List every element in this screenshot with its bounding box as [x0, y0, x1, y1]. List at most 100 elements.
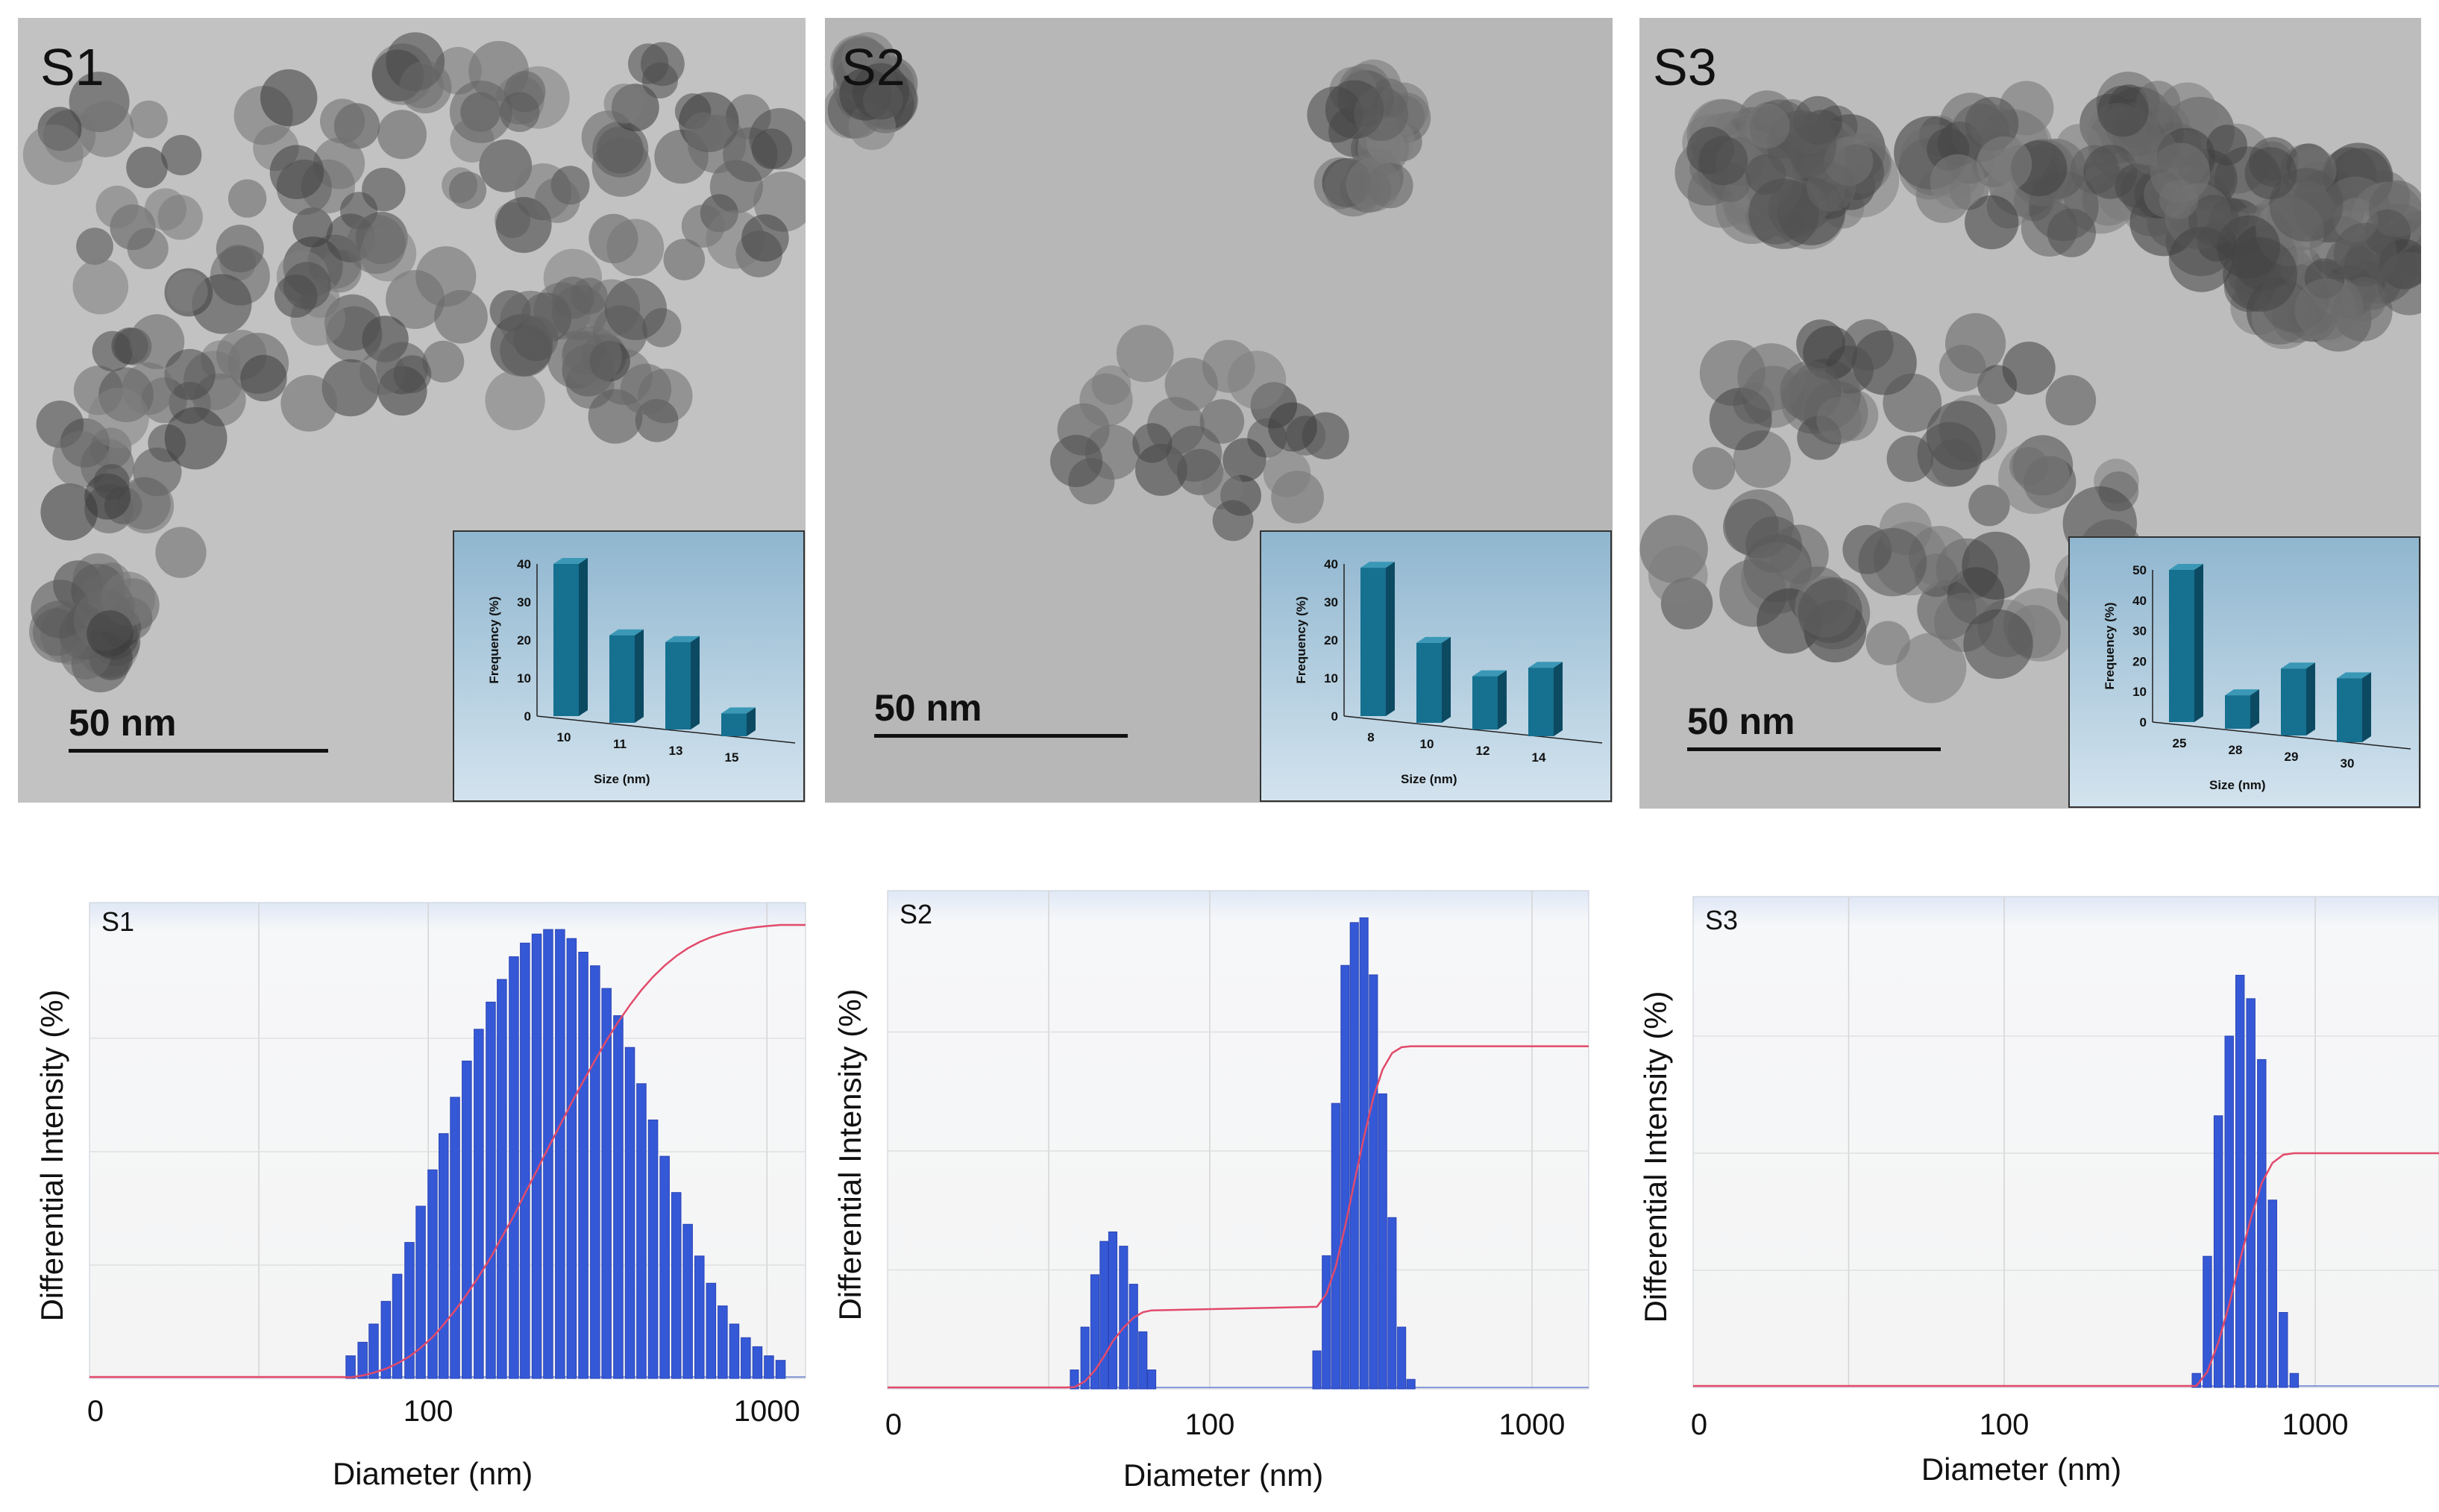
nanoparticle: [92, 330, 133, 371]
tem-micrograph-s1: S1 50 nm 0 10 20 30 40 Frequency (%) 10 11 13 15 Siz…: [18, 18, 814, 803]
histogram-x-label: Size (nm): [2209, 778, 2266, 792]
tem-panel-s3: S3 50 nm 0 10 20 30 40 50 Frequency (%) 25 28 29 30 S…: [1639, 18, 2439, 809]
nanoparticle: [1939, 345, 1986, 392]
histogram-bar-top: [721, 707, 756, 714]
histogram-x-tick: 11: [613, 737, 627, 751]
tem-panel-s2: S2 50 nm 0 10 20 30 40 Frequency (%) 8 10 12 14 Size…: [823, 18, 1613, 803]
nanoparticle: [1930, 154, 1986, 210]
nanoparticle: [2333, 222, 2398, 287]
dls-panel-s1: S1 0 100 1000 Diameter (nm) Differential Inte…: [22, 888, 813, 1508]
intensity-bar: [1340, 964, 1350, 1390]
histogram-y-tick: 40: [2132, 594, 2147, 608]
nanoparticle: [663, 239, 706, 280]
nanoparticle: [1963, 609, 2033, 680]
nanoparticle: [1268, 402, 1317, 452]
nanoparticle: [2097, 85, 2149, 137]
nanoparticle: [1965, 195, 2019, 250]
histogram-x-label: Size (nm): [1401, 772, 1457, 786]
histogram-bar: [665, 641, 691, 730]
nanoparticle: [1917, 421, 1983, 487]
intensity-bar: [613, 1015, 624, 1379]
intensity-bar: [1331, 1102, 1340, 1390]
nanoparticle: [853, 63, 909, 120]
intensity-bar: [531, 933, 542, 1379]
intensity-bar: [450, 1097, 460, 1379]
histogram-bar-side: [2250, 689, 2259, 729]
nanoparticle: [95, 185, 139, 229]
histogram-bar-side: [1442, 636, 1451, 723]
intensity-bar: [1119, 1246, 1129, 1390]
nanoparticle: [167, 271, 208, 312]
intensity-bar: [1312, 1350, 1322, 1390]
dls-x-label: Diameter (nm): [333, 1456, 533, 1491]
nanoparticle: [155, 527, 207, 578]
nanoparticle: [292, 207, 333, 248]
histogram-y-tick: 0: [1331, 709, 1338, 724]
inset-frame: [2068, 536, 2420, 808]
nanoparticle: [126, 146, 168, 189]
dls-x-tick: 100: [404, 1395, 453, 1428]
intensity-bar: [1378, 1093, 1387, 1390]
nanoparticle: [499, 92, 540, 132]
intensity-bar: [694, 1255, 705, 1379]
histogram-y-tick: 20: [2132, 654, 2147, 668]
nanoparticle: [1724, 489, 1794, 559]
histogram-x-tick: 8: [1367, 730, 1374, 744]
histogram-x-tick: 12: [1476, 744, 1490, 758]
histogram-y-tick: 10: [1324, 671, 1338, 686]
dls-panel-label: S2: [900, 899, 932, 929]
histogram-bar-top: [2169, 564, 2203, 570]
nanoparticle: [641, 62, 679, 98]
histogram-y-tick: 50: [2132, 563, 2147, 577]
nanoparticle: [1796, 319, 1845, 368]
intensity-bar: [1369, 974, 1378, 1390]
nanoparticle: [1227, 351, 1287, 410]
dls-x-tick: 100: [1980, 1408, 2030, 1441]
histogram-bar-side: [747, 707, 756, 736]
intensity-bar: [1147, 1370, 1157, 1390]
nanoparticle: [78, 101, 134, 157]
histogram-bar-top: [2337, 672, 2371, 679]
intensity-bar: [2279, 1312, 2288, 1388]
intensity-bar: [392, 1273, 403, 1379]
cumulative-line: [90, 923, 806, 1378]
histogram-y-tick: 20: [517, 633, 531, 647]
nanoparticle: [2294, 278, 2357, 341]
tem-panel-s1: S1 50 nm 0 10 20 30 40 Frequency (%) 10 11 13 15 Siz…: [18, 18, 814, 803]
histogram-bar: [1416, 642, 1442, 723]
nanoparticle: [164, 348, 216, 401]
nanoparticle: [76, 228, 113, 265]
nanoparticle: [1346, 157, 1401, 212]
nanoparticle: [93, 464, 130, 501]
nanoparticle: [2223, 237, 2297, 312]
nanoparticle: [1737, 343, 1805, 411]
dls-chart-s3: S3 0 100 1000 Diameter (nm) Differential Inte…: [1638, 896, 2439, 1487]
tem-panel-label: S3: [1653, 38, 1717, 96]
histogram-x-tick: 15: [725, 750, 739, 765]
histogram-y-label: Frequency (%): [487, 596, 501, 683]
dls-panel-label: S3: [1705, 905, 1738, 935]
intensity-bar: [368, 1323, 379, 1379]
nanoparticle: [1698, 136, 1748, 186]
histogram-bar: [2337, 678, 2362, 742]
intensity-bar: [520, 942, 530, 1379]
scale-bar: [874, 734, 1128, 738]
nanoparticle: [620, 363, 672, 415]
intensity-bar: [2213, 1115, 2223, 1388]
nanoparticle: [1307, 87, 1363, 143]
nanoparticle: [2188, 195, 2240, 246]
intensity-bar: [775, 1360, 786, 1379]
intensity-bar: [357, 1341, 368, 1379]
nanoparticle: [1816, 397, 1862, 443]
histogram-y-tick: 0: [524, 709, 531, 724]
dls-x-tick: 0: [885, 1408, 902, 1441]
histogram-x-tick: 28: [2229, 743, 2243, 757]
histogram-bar: [1528, 668, 1554, 736]
nanoparticle: [448, 172, 487, 210]
intensity-bar: [741, 1337, 751, 1379]
nanoparticle: [1798, 577, 1871, 650]
nanoparticle: [561, 326, 622, 387]
nanoparticle: [399, 60, 452, 113]
intensity-bar: [2257, 1058, 2267, 1388]
nanoparticle: [377, 110, 427, 160]
